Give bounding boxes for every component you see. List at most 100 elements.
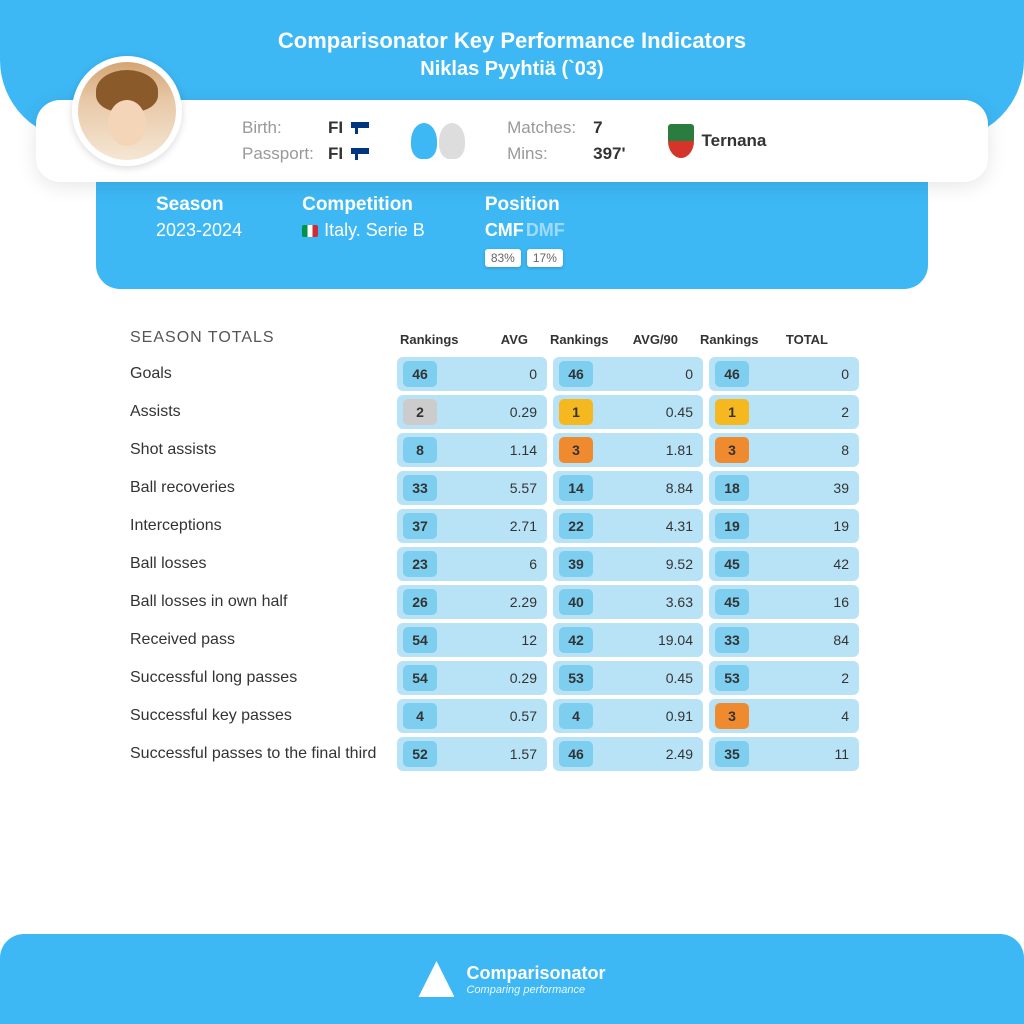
cell-pair: 148.84 [553, 471, 703, 505]
rank-badge: 19 [715, 513, 749, 539]
competition-label: Competition [302, 194, 425, 216]
position-primary[interactable]: CMF [485, 220, 524, 241]
footer-subtitle: Comparing performance [466, 984, 605, 996]
cell-value: 0.45 [593, 404, 693, 420]
cell-value: 0.29 [437, 404, 537, 420]
birth-label: Birth: [242, 118, 320, 138]
cell-pair: 34 [709, 699, 859, 733]
matches-label: Matches: [507, 118, 585, 138]
col-avg90: AVG/90 [600, 332, 688, 347]
cell-value: 0.91 [593, 708, 693, 724]
cell-pair: 4542 [709, 547, 859, 581]
cell-value: 19 [749, 518, 849, 534]
mins-label: Mins: [507, 144, 585, 164]
cell-pair: 224.31 [553, 509, 703, 543]
cell-pair: 521.57 [397, 737, 547, 771]
table-row: Shot assists81.1431.8138 [130, 431, 894, 469]
stat-label: Received pass [130, 631, 394, 649]
cell-pair: 372.71 [397, 509, 547, 543]
cell-value: 5.57 [437, 480, 537, 496]
stat-label: Successful long passes [130, 669, 394, 687]
cell-pair: 4219.04 [553, 623, 703, 657]
stats-body: Goals460460460Assists20.2910.4512Shot as… [130, 355, 894, 773]
position-pct-primary: 83% [485, 249, 521, 267]
season-label: Season [156, 194, 242, 216]
cell-value: 0 [593, 366, 693, 382]
table-row: Ball recoveries335.57148.841839 [130, 469, 894, 507]
table-row: Ball losses236399.524542 [130, 545, 894, 583]
logo-icon [418, 961, 454, 997]
italy-flag-icon [302, 225, 318, 237]
rank-badge: 53 [559, 665, 593, 691]
cell-value: 2.29 [437, 594, 537, 610]
rank-badge: 14 [559, 475, 593, 501]
footer-title: Comparisonator [466, 963, 605, 984]
passport-label: Passport: [242, 144, 320, 164]
cell-pair: 12 [709, 395, 859, 429]
col-rankings: Rankings [550, 332, 600, 347]
col-rankings: Rankings [700, 332, 750, 347]
cell-pair: 3384 [709, 623, 859, 657]
cell-value: 6 [437, 556, 537, 572]
cell-pair: 460 [709, 357, 859, 391]
rank-badge: 18 [715, 475, 749, 501]
cell-value: 2 [749, 404, 849, 420]
cell-pair: 1839 [709, 471, 859, 505]
rank-badge: 53 [715, 665, 749, 691]
cell-pair: 10.45 [553, 395, 703, 429]
stats-header: SEASON TOTALS RankingsAVG RankingsAVG/90… [130, 329, 894, 347]
club-name: Ternana [702, 131, 767, 151]
col-total: TOTAL [750, 332, 838, 347]
rank-badge: 46 [559, 361, 593, 387]
position-label: Position [485, 194, 565, 216]
stat-label: Interceptions [130, 517, 394, 535]
cell-pair: 262.29 [397, 585, 547, 619]
cell-pair: 40.91 [553, 699, 703, 733]
table-row: Successful passes to the final third521.… [130, 735, 894, 773]
rank-badge: 3 [715, 437, 749, 463]
stat-label: Ball recoveries [130, 479, 394, 497]
table-row: Assists20.2910.4512 [130, 393, 894, 431]
stat-label: Successful passes to the final third [130, 745, 394, 763]
avatar [72, 56, 182, 166]
table-row: Successful key passes40.5740.9134 [130, 697, 894, 735]
rank-badge: 46 [715, 361, 749, 387]
stat-label: Ball losses in own half [130, 593, 394, 611]
stat-label: Goals [130, 365, 394, 383]
cell-value: 0.29 [437, 670, 537, 686]
table-row: Interceptions372.71224.311919 [130, 507, 894, 545]
cell-value: 9.52 [593, 556, 693, 572]
flag-icon [351, 122, 369, 134]
position-secondary[interactable]: DMF [526, 220, 565, 241]
competition-value[interactable]: Italy. Serie B [302, 220, 425, 241]
cell-pair: 1919 [709, 509, 859, 543]
flag-icon [351, 148, 369, 160]
cell-value: 1.81 [593, 442, 693, 458]
passport-value: FI [328, 144, 343, 164]
rank-badge: 33 [715, 627, 749, 653]
cell-pair: 335.57 [397, 471, 547, 505]
season-value[interactable]: 2023-2024 [156, 220, 242, 241]
stat-label: Shot assists [130, 441, 394, 459]
cell-pair: 236 [397, 547, 547, 581]
rank-badge: 3 [715, 703, 749, 729]
cell-pair: 540.29 [397, 661, 547, 695]
cell-value: 16 [749, 594, 849, 610]
cell-value: 1.14 [437, 442, 537, 458]
rank-badge: 54 [403, 627, 437, 653]
cell-value: 2.71 [437, 518, 537, 534]
cell-value: 4.31 [593, 518, 693, 534]
rank-badge: 46 [559, 741, 593, 767]
cell-value: 3.63 [593, 594, 693, 610]
stat-label: Assists [130, 403, 394, 421]
rank-badge: 22 [559, 513, 593, 539]
cell-value: 1.57 [437, 746, 537, 762]
cell-pair: 530.45 [553, 661, 703, 695]
mins-value: 397' [593, 144, 625, 164]
rank-badge: 1 [715, 399, 749, 425]
cell-pair: 40.57 [397, 699, 547, 733]
cell-pair: 38 [709, 433, 859, 467]
cell-value: 2.49 [593, 746, 693, 762]
rank-badge: 4 [559, 703, 593, 729]
cell-value: 19.04 [593, 632, 693, 648]
